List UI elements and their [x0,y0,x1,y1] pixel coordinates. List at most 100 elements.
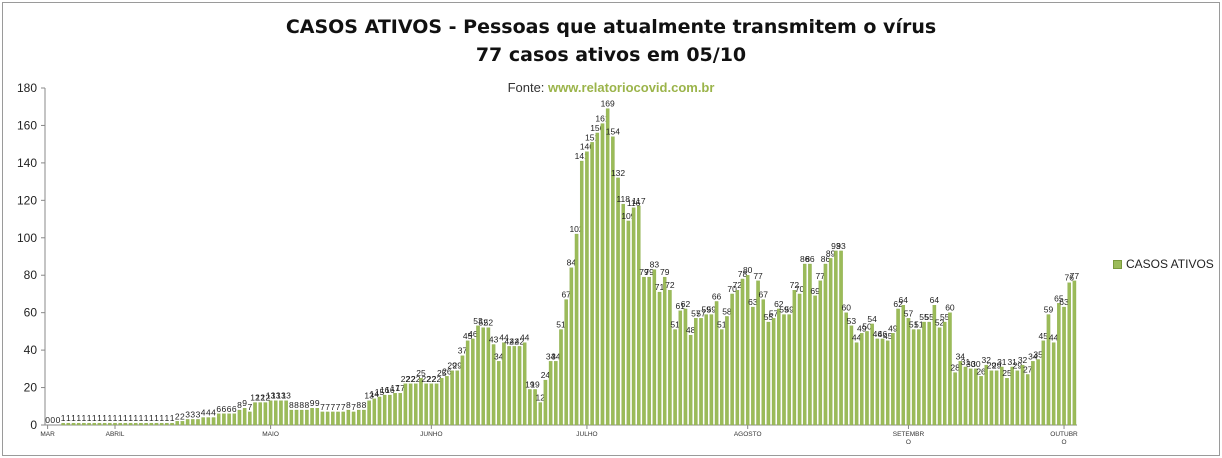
data-label: 26 [976,366,986,376]
bar [92,422,97,426]
bar [538,402,543,426]
bar [82,422,86,426]
data-label: 44 [520,333,530,343]
chart-subtitle: 77 casos ativos em 05/10 [475,44,747,66]
bar [133,422,138,426]
bar [844,312,848,426]
bar [356,409,361,426]
data-label: 0 [50,415,55,425]
bar [87,422,91,426]
bar [481,327,485,426]
bar [818,280,823,426]
data-label: 1 [61,413,66,423]
bar [362,409,366,426]
data-label: 42 [515,336,525,346]
data-label: 64 [930,295,940,305]
data-label: 52 [484,318,494,328]
data-label: 17 [390,383,400,393]
data-label: 79 [660,267,670,277]
bar [797,293,802,426]
data-label: 63 [748,297,758,307]
data-label: 29 [447,361,457,371]
source-link[interactable]: www.relatoriocovid.com.br [548,80,715,95]
bar [465,340,470,426]
data-label: 29 [1013,361,1023,371]
data-label: 49 [857,323,867,333]
data-label: 8 [289,400,294,410]
x-tick-label: MAIO [262,431,279,438]
x-tick-label: JUNHO [420,431,442,438]
data-label: 13 [364,391,374,401]
bar [865,331,869,426]
data-label: 4 [211,408,216,418]
data-label: 93 [836,241,846,251]
data-label: 22 [411,374,421,384]
bar [408,383,413,426]
data-label: 30 [971,359,981,369]
data-label: 34 [494,351,504,361]
bar [227,413,231,426]
data-label: 70 [727,284,737,294]
data-label: 54 [867,314,877,324]
data-label: 0 [56,415,61,425]
data-label: 109 [621,211,635,221]
bar [491,344,496,426]
data-label: 60 [841,303,851,313]
x-tick-label: O [1062,439,1067,446]
x-tick-label: O [906,439,911,446]
bar [766,321,771,426]
data-label: 43 [489,334,499,344]
bar [668,290,672,426]
data-label: 1 [123,413,128,423]
data-label: 89 [826,248,836,258]
bar [382,394,387,426]
data-label: 51 [717,320,727,330]
data-label: 9 [315,398,320,408]
bar [123,422,128,426]
data-label: 83 [650,260,660,270]
bar [118,422,122,426]
bar [310,407,314,426]
bar [595,132,600,426]
data-label: 77 [816,271,826,281]
data-label: 25 [437,368,447,378]
bar [144,422,148,426]
data-label: 1 [128,413,133,423]
data-label: 55 [764,312,774,322]
data-label: 57 [691,308,701,318]
data-label: 1 [118,413,123,423]
bar [533,389,537,426]
data-label: 46 [873,329,883,339]
bar [76,422,81,426]
data-label: 7 [247,402,252,412]
legend-label: CASOS ATIVOS [1126,257,1214,271]
bar [574,233,579,426]
bar [611,136,615,426]
data-label: 57 [769,308,779,318]
data-label: 55 [919,312,929,322]
data-label: 1 [139,413,144,423]
data-label: 34 [551,351,561,361]
bar [849,325,854,426]
bar [263,402,268,426]
chart-legend: CASOS ATIVOS [1113,257,1214,271]
bar [600,123,605,426]
data-label: 22 [401,374,411,384]
data-label: 8 [305,400,310,410]
bar [502,342,506,426]
y-tick-label: 60 [24,306,38,320]
data-label: 4 [206,408,211,418]
bar [585,151,589,426]
data-label: 86 [805,254,815,264]
bar [1025,374,1030,426]
bar [268,400,273,426]
data-label: 42 [510,336,520,346]
bar [917,329,921,426]
bar [637,205,641,426]
bar [1015,370,1020,426]
data-label: 34 [956,351,966,361]
bar [1051,342,1056,426]
data-label: 61 [676,301,686,311]
data-label: 51 [556,320,566,330]
